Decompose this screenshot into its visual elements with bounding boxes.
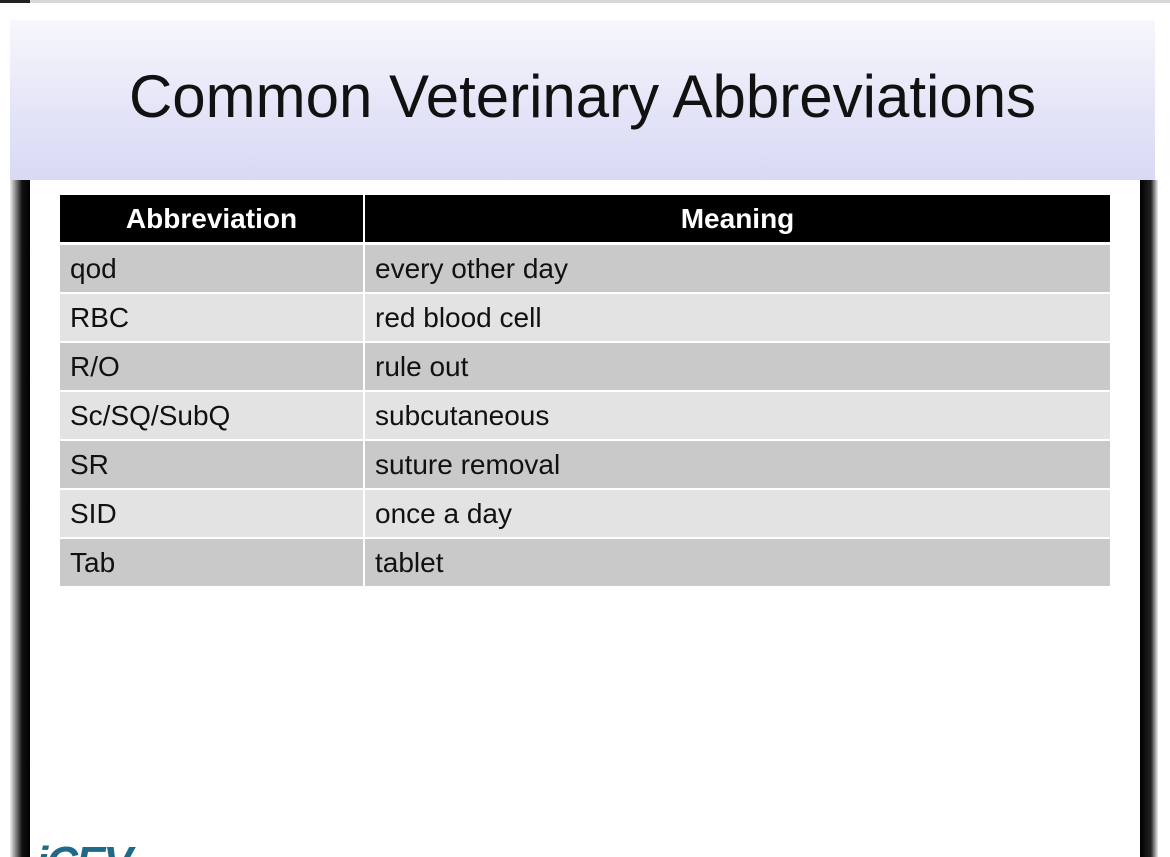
side-bar — [1140, 180, 1158, 857]
table-row: SR suture removal — [60, 440, 1112, 490]
meaning-cell: red blood cell — [364, 293, 1112, 343]
abbreviation-cell: Tab — [60, 538, 365, 588]
table-row: Sc/SQ/SubQ subcutaneous — [60, 391, 1112, 441]
meaning-cell: subcutaneous — [364, 391, 1112, 441]
abbreviation-cell: qod — [60, 243, 365, 294]
table-row: Tab tablet — [60, 538, 1112, 588]
abbreviation-cell: SR — [60, 440, 365, 490]
header-row: Abbreviation Meaning — [60, 195, 1112, 245]
meaning-cell: suture removal — [364, 440, 1112, 490]
title-band — [10, 20, 1155, 180]
side-bar — [10, 180, 30, 857]
abbreviation-cell: SID — [60, 489, 365, 539]
logo: iCEV — [36, 838, 133, 857]
slide-title: Common Veterinary Abbreviations — [128, 63, 1037, 130]
abbrev-table: Abbreviation Meaning qod every other day R… — [60, 195, 1112, 588]
table-row: R/O rule out — [60, 342, 1112, 392]
table-row: qod every other day — [60, 243, 1112, 294]
table-row: SID once a day — [60, 489, 1112, 539]
table-row: RBC red blood cell — [60, 293, 1112, 343]
slide: Common Veterinary Abbreviations Abbrevia… — [10, 20, 1155, 857]
abbreviation-cell: R/O — [60, 342, 365, 392]
meaning-cell: rule out — [364, 342, 1112, 392]
meaning-cell: tablet — [364, 538, 1112, 588]
top-line — [0, 0, 1170, 3]
header-cell: Meaning — [364, 195, 1112, 245]
header-cell: Abbreviation — [60, 195, 365, 245]
meaning-cell: every other day — [364, 243, 1112, 294]
table-body: qod every other day RBC red blood cell R/O ru… — [60, 243, 1112, 588]
abbreviation-cell: Sc/SQ/SubQ — [60, 391, 365, 441]
meaning-cell: once a day — [364, 489, 1112, 539]
abbreviation-cell: RBC — [60, 293, 365, 343]
